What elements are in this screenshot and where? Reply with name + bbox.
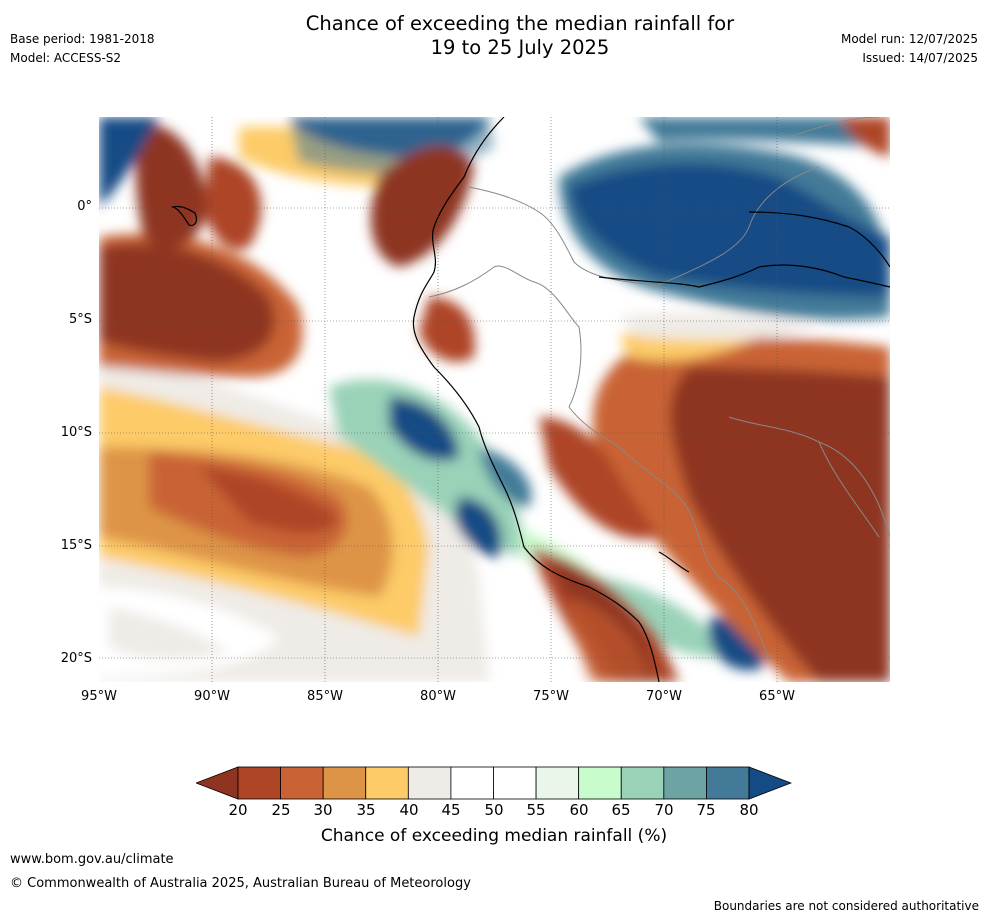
colorbar-cell-c70_75 [663, 766, 707, 800]
colorbar-cell-c40_45 [407, 766, 452, 800]
colorbar [196, 766, 792, 800]
colorbar-tick-70: 70 [654, 801, 674, 819]
colorbar-high-arrow [748, 766, 792, 800]
lon-tick-80w: 80°W [420, 689, 456, 704]
colorbar-cell-c35_40 [365, 766, 409, 800]
base-period-label: Base period: 1981-2018 [10, 32, 155, 46]
colorbar-tick-30: 30 [313, 801, 333, 819]
colorbar-tick-50: 50 [484, 801, 504, 819]
map-title-line1: Chance of exceeding the median rainfall … [305, 12, 735, 35]
model-label: Model: ACCESS-S2 [10, 51, 122, 65]
lat-tick-10s: 10°S [60, 425, 92, 440]
colorbar-tick-80: 80 [739, 801, 759, 819]
colorbar-cell-c65_70 [620, 766, 665, 800]
issued-label: Issued: 14/07/2025 [862, 51, 978, 65]
colorbar-tick-45: 45 [441, 801, 461, 819]
model-run-label: Model run: 12/07/2025 [840, 32, 978, 46]
colorbar-cell-c50_55 [493, 766, 537, 800]
map-title-line2: 19 to 25 July 2025 [430, 36, 610, 59]
forecast-map [99, 117, 890, 682]
probability-field [99, 117, 890, 682]
lon-tick-95w: 95°W [81, 689, 117, 704]
lat-tick-5s: 5°S [68, 312, 92, 327]
colorbar-cell-c45_50 [450, 766, 494, 800]
lat-tick-0: 0° [77, 199, 92, 214]
colorbar-cells [237, 766, 750, 800]
lon-tick-70w: 70°W [646, 689, 682, 704]
colorbar-cell-c25_30 [280, 766, 324, 800]
colorbar-cell-c60_65 [578, 766, 622, 800]
copyright-text: © Commonwealth of Australia 2025, Austra… [10, 876, 471, 891]
boundaries-disclaimer: Boundaries are not considered authoritat… [713, 899, 979, 913]
colorbar-title: Chance of exceeding median rainfall (%) [320, 826, 668, 846]
colorbar-cell-c30_35 [322, 766, 367, 800]
graticule [99, 117, 890, 682]
colorbar-cell-c20_25 [237, 766, 281, 800]
colorbar-low-arrow [196, 766, 239, 800]
lat-tick-20s: 20°S [60, 651, 92, 666]
colorbar-tick-25: 25 [271, 801, 291, 819]
lon-tick-90w: 90°W [194, 689, 230, 704]
colorbar-tick-75: 75 [696, 801, 716, 819]
website-link[interactable]: www.bom.gov.au/climate [10, 852, 174, 867]
lon-tick-65w: 65°W [759, 689, 795, 704]
colorbar-tick-65: 65 [611, 801, 631, 819]
map-title: Chance of exceeding the median rainfall … [0, 12, 988, 60]
lon-tick-75w: 75°W [533, 689, 569, 704]
colorbar-tick-20: 20 [228, 801, 248, 819]
coastlines [170, 117, 890, 682]
colorbar-cell-c75_80 [706, 766, 750, 800]
colorbar-tick-60: 60 [569, 801, 589, 819]
country-borders [428, 117, 890, 658]
lat-tick-15s: 15°S [60, 538, 92, 553]
colorbar-cell-c55_60 [535, 766, 580, 800]
colorbar-tick-55: 55 [526, 801, 546, 819]
colorbar-tick-40: 40 [399, 801, 419, 819]
lon-tick-85w: 85°W [307, 689, 343, 704]
colorbar-tick-35: 35 [356, 801, 376, 819]
